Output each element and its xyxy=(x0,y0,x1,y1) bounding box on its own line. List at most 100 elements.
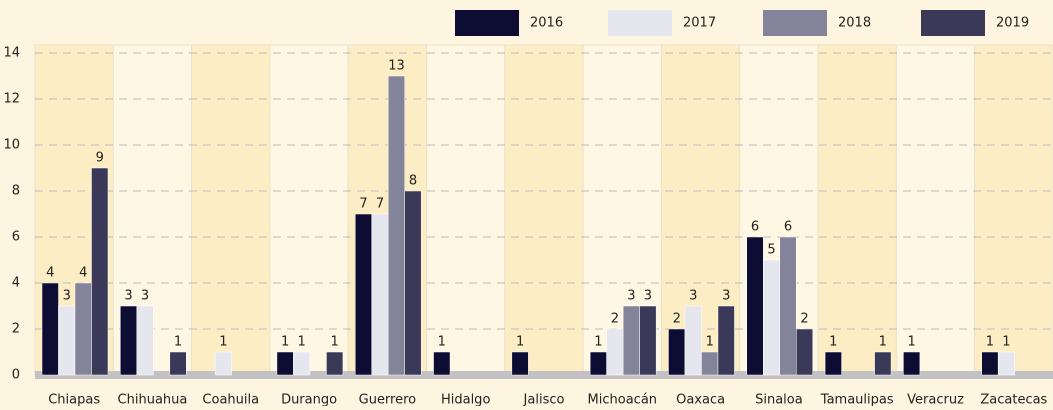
bar xyxy=(74,282,92,376)
bar xyxy=(371,213,389,376)
column-band xyxy=(974,44,1053,376)
y-tick-label: 6 xyxy=(12,230,20,245)
bar xyxy=(763,259,781,376)
legend-label: 2016 xyxy=(530,16,563,31)
column-band xyxy=(504,44,584,376)
y-tick-label: 10 xyxy=(3,138,20,153)
x-tick-label: Durango xyxy=(281,393,337,407)
column-band xyxy=(895,44,976,376)
bar xyxy=(981,351,999,376)
bar xyxy=(684,305,702,376)
legend-swatch xyxy=(455,10,519,36)
data-label: 1 xyxy=(174,335,182,350)
bar xyxy=(746,236,764,376)
data-label: 4 xyxy=(46,266,54,281)
legend-swatch xyxy=(763,10,827,36)
bar xyxy=(293,351,311,376)
bar xyxy=(903,351,921,376)
data-label: 1 xyxy=(219,335,227,350)
column-band xyxy=(191,44,271,376)
data-label: 1 xyxy=(281,335,289,350)
bar xyxy=(214,351,232,376)
data-label: 1 xyxy=(298,335,306,350)
bar xyxy=(326,351,344,376)
y-tick-label: 8 xyxy=(12,184,20,199)
column-band xyxy=(817,44,897,376)
data-label: 5 xyxy=(767,243,775,258)
data-label: 3 xyxy=(627,289,635,304)
x-tick-label: Hidalgo xyxy=(441,393,490,407)
y-tick-label: 14 xyxy=(3,46,20,61)
data-label: 3 xyxy=(722,289,730,304)
x-tick-label: Tamaulipas xyxy=(820,393,894,407)
legend-swatch xyxy=(608,10,672,36)
data-label: 7 xyxy=(359,197,367,212)
bar xyxy=(701,351,719,376)
baseline-band xyxy=(35,371,1053,379)
data-label: 2 xyxy=(673,312,681,327)
data-label: 3 xyxy=(124,289,132,304)
bar xyxy=(433,351,451,376)
column-band xyxy=(426,44,506,376)
data-label: 6 xyxy=(751,220,759,235)
bar xyxy=(120,305,138,376)
data-label: 9 xyxy=(96,151,104,166)
data-label: 3 xyxy=(644,289,652,304)
data-label: 7 xyxy=(376,197,384,212)
x-tick-label: Chiapas xyxy=(48,393,100,407)
bar xyxy=(589,351,607,376)
data-label: 3 xyxy=(63,289,71,304)
bar xyxy=(779,236,797,376)
data-label: 1 xyxy=(907,335,915,350)
data-label: 1 xyxy=(594,335,602,350)
x-tick-label: Jalisco xyxy=(523,393,565,407)
x-tick-label: Oaxaca xyxy=(676,393,725,407)
data-label: 8 xyxy=(409,174,417,189)
legend-swatch xyxy=(921,10,985,36)
bar xyxy=(717,305,735,376)
bar xyxy=(404,190,422,376)
data-label: 1 xyxy=(879,335,887,350)
bar xyxy=(91,167,109,376)
data-label: 6 xyxy=(784,220,792,235)
data-label: 1 xyxy=(438,335,446,350)
legend-label: 2018 xyxy=(838,16,871,31)
bar xyxy=(874,351,892,376)
y-tick-label: 2 xyxy=(12,322,20,337)
bar xyxy=(622,305,640,376)
data-label: 1 xyxy=(1002,335,1010,350)
x-tick-label: Michoacán xyxy=(588,393,658,407)
bar xyxy=(58,305,76,376)
bar xyxy=(796,328,814,376)
y-tick-label: 4 xyxy=(12,276,20,291)
column-band xyxy=(269,44,349,376)
x-tick-label: Chihuahua xyxy=(118,393,188,407)
bar xyxy=(169,351,187,376)
data-label: 2 xyxy=(611,312,619,327)
x-tick-label: Veracruz xyxy=(907,393,964,407)
y-tick-label: 0 xyxy=(12,368,20,383)
bar xyxy=(668,328,686,376)
data-label: 1 xyxy=(706,335,714,350)
bar xyxy=(639,305,657,376)
data-label: 1 xyxy=(516,335,524,350)
data-label: 3 xyxy=(141,289,149,304)
data-label: 2 xyxy=(800,312,808,327)
data-label: 1 xyxy=(986,335,994,350)
x-tick-label: Guerrero xyxy=(359,393,417,407)
x-tick-label: Coahuila xyxy=(202,393,259,407)
x-tick-label: Sinaloa xyxy=(755,393,803,407)
legend-label: 2019 xyxy=(996,16,1029,31)
data-label: 3 xyxy=(689,289,697,304)
data-label: 1 xyxy=(331,335,339,350)
bar xyxy=(606,328,624,376)
bar xyxy=(354,213,372,376)
x-tick-label: Zacatecas xyxy=(980,393,1047,407)
y-tick-label: 12 xyxy=(3,92,20,107)
data-label: 1 xyxy=(829,335,837,350)
bar xyxy=(136,305,154,376)
bar xyxy=(41,282,59,376)
bar xyxy=(824,351,842,376)
data-label: 13 xyxy=(388,59,405,74)
